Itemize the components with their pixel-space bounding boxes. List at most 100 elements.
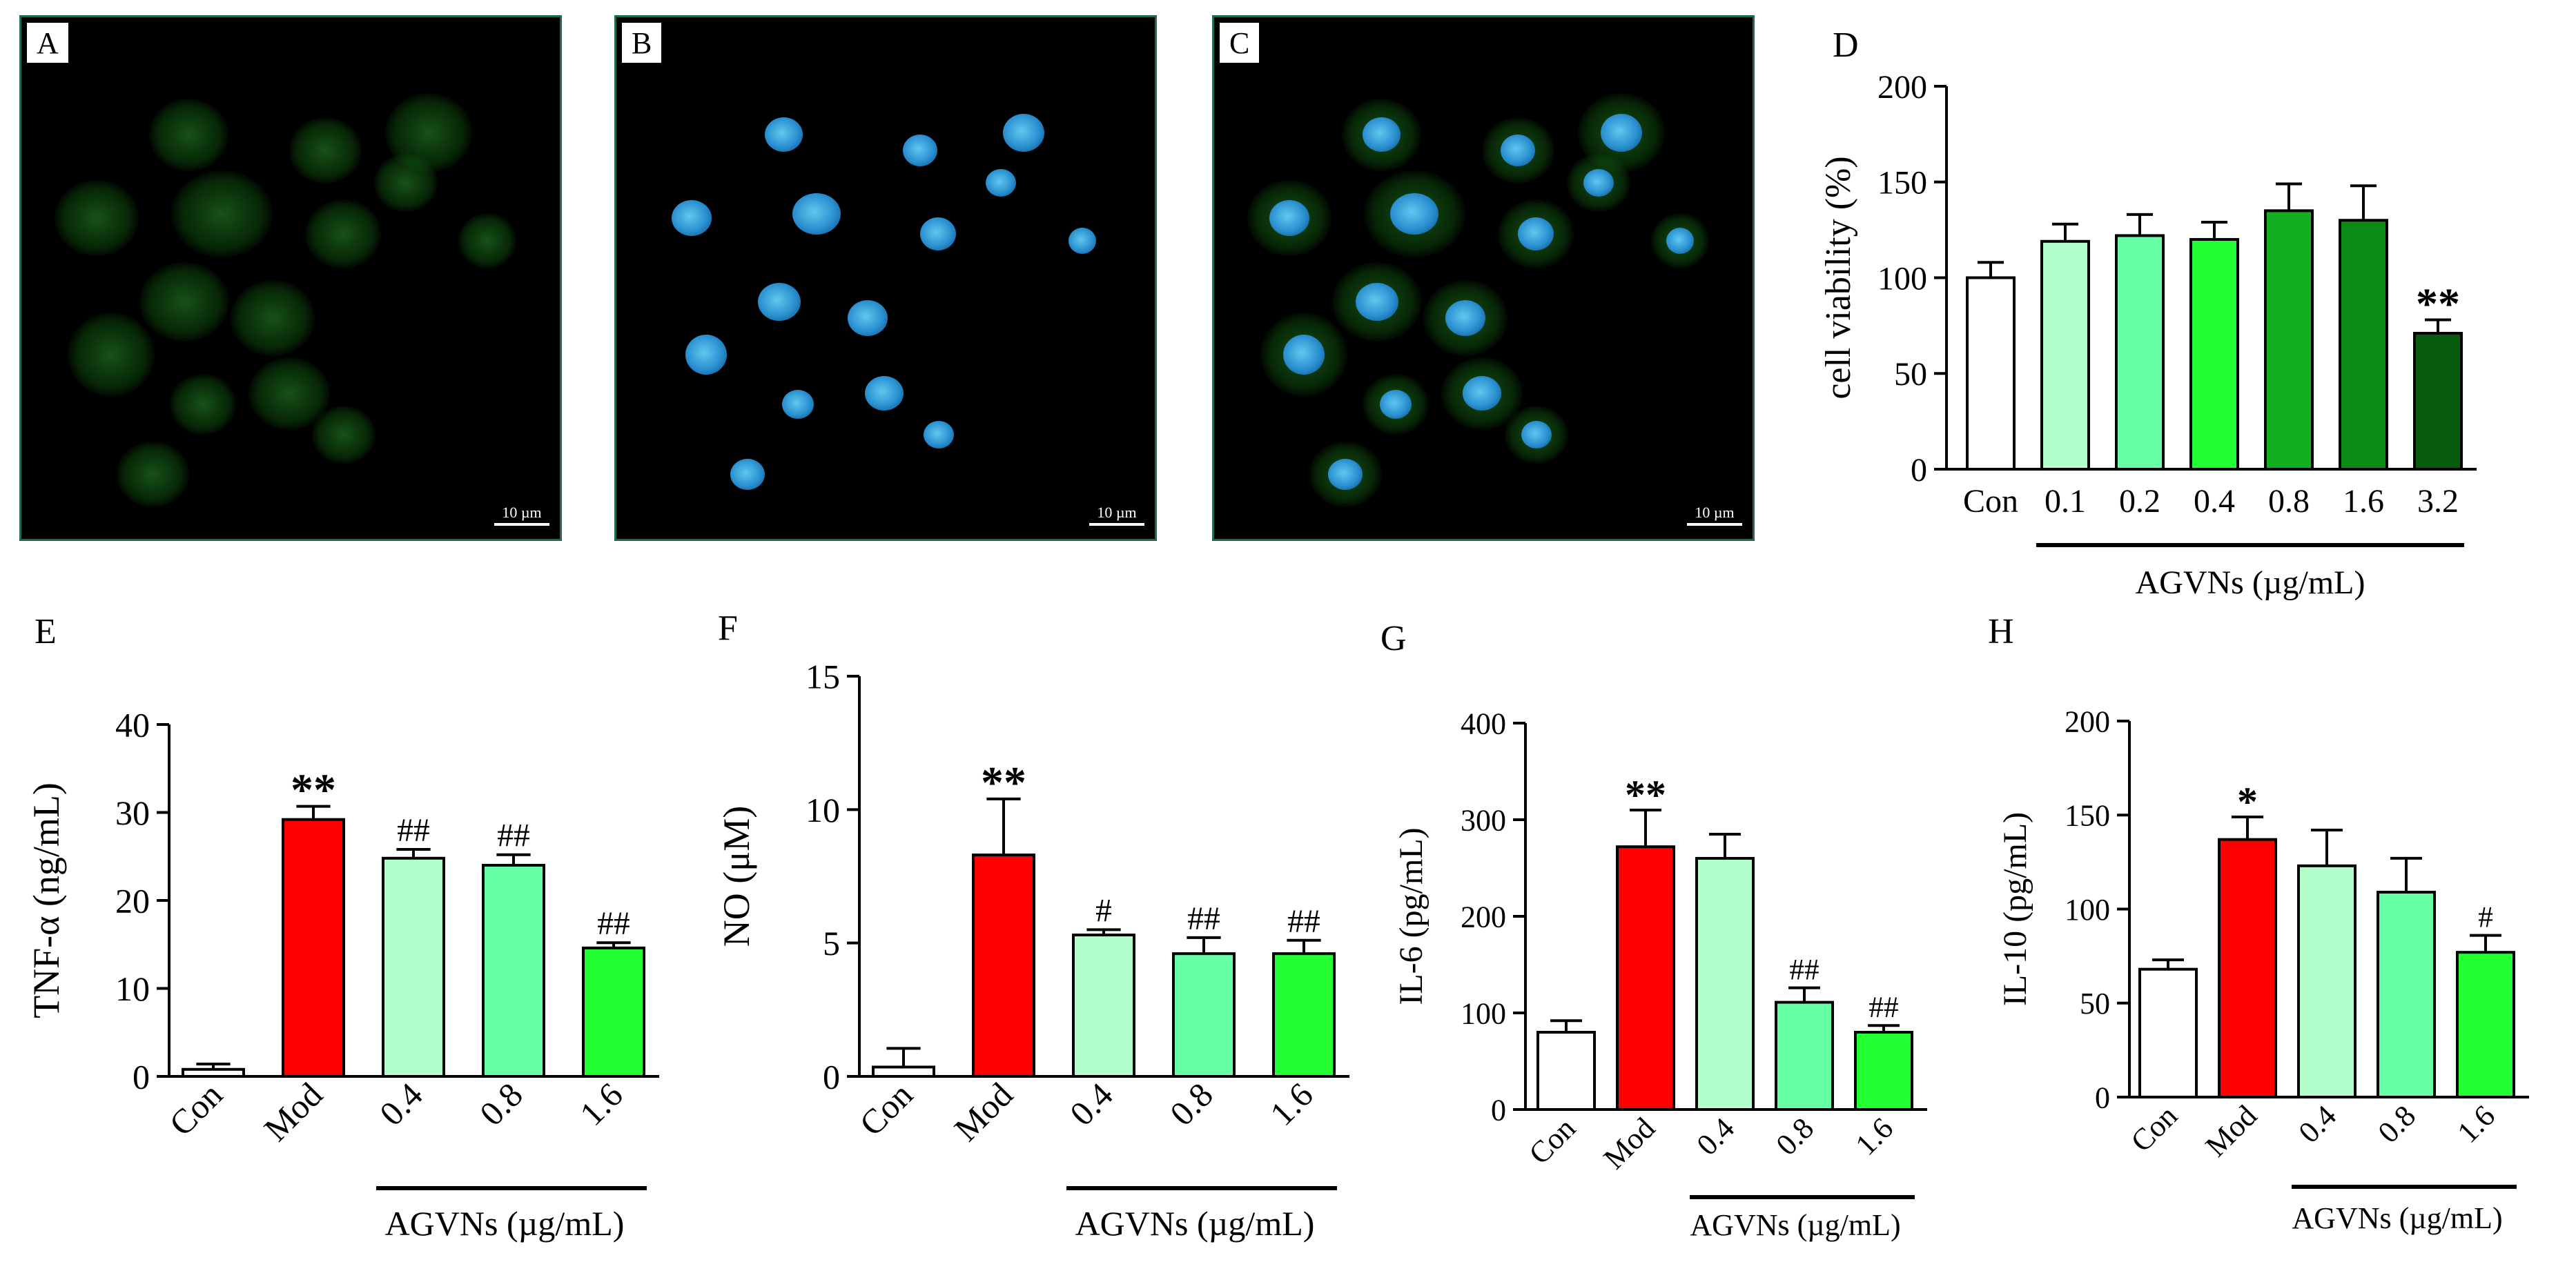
group-label: AGVNs (µg/mL) <box>2136 564 2365 601</box>
panel-letter-g: G <box>1380 619 1407 658</box>
cell-cytoplasm <box>311 406 376 464</box>
group-label: AGVNs (µg/mL) <box>1690 1208 1900 1242</box>
cell-cytoplasm <box>458 213 516 268</box>
bar <box>182 1067 245 1078</box>
y-tick-label: 100 <box>2065 893 2110 927</box>
cell-cytoplasm <box>170 170 273 257</box>
x-tick-label: 0.2 <box>2119 483 2160 520</box>
panel-letter-e: E <box>35 612 57 651</box>
scale-bar-a: 10 µm <box>494 504 549 526</box>
bar <box>482 864 545 1078</box>
cell-nucleus <box>1601 114 1642 152</box>
significance-mark: ## <box>1868 992 1898 1024</box>
cell-nucleus <box>1380 390 1412 419</box>
scale-bar-label: 10 µm <box>1695 504 1735 521</box>
x-tick-label: Mod <box>1597 1111 1661 1175</box>
panel-letter-f: F <box>718 609 738 648</box>
micrograph-b: B 10 µm <box>614 15 1157 541</box>
significance-mark: ## <box>597 906 630 942</box>
cell-nucleus <box>1521 421 1552 448</box>
panel-letter-h: H <box>1988 612 2014 651</box>
chart-g-il6: 0 100 200 300 400 IL-6 (pg/mL) Con ** Mod 0.4 ## 0.… <box>1393 707 1927 1242</box>
cell-nucleus <box>865 376 904 411</box>
panel-letter-a: A <box>26 21 70 64</box>
bar <box>1172 952 1236 1078</box>
significance-mark: ## <box>397 813 430 849</box>
x-tick-label: Con <box>852 1075 920 1143</box>
chart-d-cell-viability: 0 50 100 150 200 cell viability (%) Con 0.1 0.2 0… <box>1819 69 2477 601</box>
chart-f-no: 0 5 10 15 NO (μM) Con ** Mod #0.4 ## 0.8 ## 1.6 AGVNs… <box>716 662 1349 1243</box>
y-tick-label: 50 <box>2080 987 2110 1021</box>
significance-mark: ## <box>1789 954 1819 987</box>
y-axis-label: IL-6 (pg/mL) <box>1393 827 1430 1005</box>
cell-nucleus <box>1283 335 1325 375</box>
significance-mark: ** <box>1625 772 1666 818</box>
cell-nucleus <box>848 300 888 336</box>
cell-cytoplasm <box>169 373 237 435</box>
bar <box>872 1065 935 1078</box>
cell-nucleus <box>986 169 1016 197</box>
cell-nucleus <box>792 193 841 235</box>
micrograph-c: C 10 µm <box>1212 15 1755 541</box>
cell-nucleus <box>1269 200 1309 236</box>
x-tick-label: Con <box>1963 483 2018 520</box>
y-tick-label: 30 <box>115 793 150 832</box>
x-tick-label: 0.8 <box>2268 483 2310 520</box>
x-tick-label: 0.4 <box>372 1075 430 1133</box>
panel-letter-c: C <box>1218 21 1261 64</box>
bar <box>2218 838 2277 1099</box>
cell-nucleus <box>920 217 956 250</box>
x-tick-label: 0.1 <box>2045 483 2086 520</box>
y-tick-label: 200 <box>1461 900 1506 934</box>
chart-h-il10: 0 50 100 150 200 IL-10 (pg/mL) Con * Mod 0.4 0.8 #1… <box>1997 704 2529 1235</box>
scale-bar-label: 10 µm <box>1097 504 1137 521</box>
cell-nucleus <box>1666 228 1694 254</box>
panel-letter-b: B <box>621 21 663 64</box>
group-label: AGVNs (µg/mL) <box>385 1204 625 1243</box>
bar <box>1966 276 2016 471</box>
bar <box>2413 331 2463 471</box>
y-tick-label: 15 <box>806 662 840 696</box>
bar <box>382 856 445 1078</box>
y-tick-label: 300 <box>1461 803 1506 837</box>
y-tick-label: 400 <box>1461 707 1506 740</box>
x-tick-label: 1.6 <box>1262 1075 1320 1133</box>
significance-mark: ** <box>981 758 1026 808</box>
cell-nucleus <box>730 459 765 490</box>
x-tick-label: Mod <box>256 1075 329 1148</box>
bar <box>2456 951 2515 1098</box>
y-tick-label: 150 <box>2065 799 2110 833</box>
x-tick-label: 0.8 <box>472 1075 530 1133</box>
x-tick-label: 1.6 <box>572 1075 630 1133</box>
cell-nucleus <box>782 390 814 419</box>
x-tick-label: 3.2 <box>2417 483 2459 520</box>
x-tick-label: Con <box>2125 1098 2185 1159</box>
y-axis-label: IL-10 (pg/mL) <box>1997 812 2033 1006</box>
bar <box>2377 890 2436 1098</box>
significance-mark: # <box>2478 902 2493 934</box>
group-label: AGVNs (µg/mL) <box>2292 1201 2502 1235</box>
x-tick-label: Con <box>162 1075 230 1143</box>
micrograph-a: A 10 µm <box>19 15 562 541</box>
cell-cytoplasm <box>373 154 438 212</box>
cell-cytoplasm <box>248 357 330 430</box>
cell-cytoplasm <box>305 199 381 269</box>
x-tick-label: 0.4 <box>1690 1111 1741 1162</box>
bar <box>2264 209 2314 471</box>
y-tick-label: 40 <box>115 706 150 745</box>
y-tick-label: 200 <box>2065 704 2110 738</box>
cell-nucleus <box>1463 376 1501 411</box>
y-tick-label: 0 <box>1911 452 1927 489</box>
x-tick-label: 0.4 <box>2292 1098 2343 1150</box>
significance-mark: ** <box>2416 279 2460 328</box>
y-axis-label: NO (μM) <box>716 806 757 947</box>
cell-cytoplasm <box>231 280 315 356</box>
scale-bar-b: 10 µm <box>1089 504 1144 526</box>
bar <box>2040 239 2090 471</box>
x-tick-label: 1.6 <box>1849 1111 1900 1162</box>
significance-mark: # <box>1095 893 1112 929</box>
bar <box>1775 1000 1834 1111</box>
cell-nucleus <box>1518 217 1554 250</box>
cell-nucleus <box>765 117 803 152</box>
bar <box>2115 234 2165 471</box>
